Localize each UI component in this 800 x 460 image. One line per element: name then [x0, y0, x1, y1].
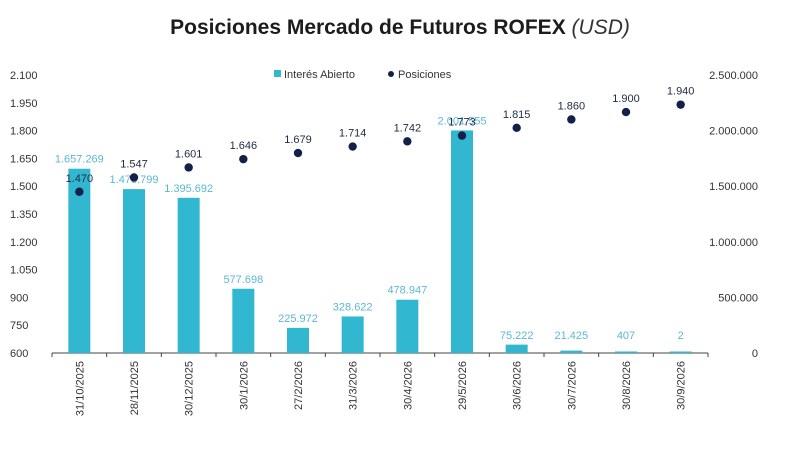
point-posiciones [348, 142, 357, 151]
y-left-tick-label: 750 [10, 320, 28, 332]
point-posiciones [184, 163, 193, 172]
bar-data-label: 225.972 [278, 313, 318, 325]
x-tick-label: 30/4/2026 [402, 361, 414, 410]
y-right-tick-label: 0 [752, 348, 758, 360]
x-tick-label: 31/10/2025 [74, 361, 86, 416]
point-data-label: 1.470 [66, 173, 94, 185]
chart-title-unit: (USD) [571, 16, 630, 39]
point-data-label: 1.940 [667, 86, 695, 98]
point-data-label: 1.601 [175, 148, 203, 160]
bar-data-label: 1.657.269 [55, 154, 104, 166]
y-right-tick-label: 1.000.000 [709, 237, 758, 249]
chart-title: Posiciones Mercado de Futuros ROFEX (USD… [0, 16, 800, 40]
bar-interes-abierto [177, 197, 200, 353]
point-data-label: 1.773 [448, 117, 476, 129]
point-data-label: 1.860 [558, 100, 586, 112]
y-left-tick-label: 1.500 [10, 181, 38, 193]
y-left-tick-label: 900 [10, 292, 28, 304]
bar-data-label: 407 [617, 330, 635, 342]
x-tick-label: 30/7/2026 [566, 361, 578, 410]
bar-data-label: 478.947 [387, 285, 427, 297]
x-tick-label: 27/2/2026 [293, 361, 305, 410]
bar-interes-abierto [232, 288, 255, 353]
bar-data-label: 21.425 [555, 330, 589, 342]
y-right-tick-label: 1.500.000 [709, 181, 758, 193]
y-right-tick-label: 2.500.000 [709, 70, 758, 82]
bar-interes-abierto [287, 327, 309, 353]
bar-interes-abierto [123, 189, 145, 353]
point-posiciones [621, 107, 631, 117]
bar-interes-abierto [451, 130, 473, 353]
x-tick-label: 29/5/2026 [457, 361, 469, 410]
bar-interes-abierto [341, 316, 364, 353]
y-left-tick-label: 1.650 [10, 153, 38, 165]
bar-data-label: 2 [678, 330, 684, 342]
x-tick-label: 30/12/2025 [184, 361, 196, 416]
y-left-tick-label: 1.050 [10, 265, 38, 277]
point-posiciones [403, 137, 412, 146]
x-tick-label: 30/9/2026 [676, 361, 688, 410]
point-posiciones [239, 154, 248, 164]
point-data-label: 1.679 [284, 134, 312, 146]
y-right-tick-label: 500.000 [718, 292, 758, 304]
bar-interes-abierto [505, 344, 528, 353]
point-posiciones [676, 100, 685, 109]
point-data-label: 1.646 [230, 140, 258, 152]
y-left-tick-label: 1.350 [10, 209, 38, 221]
legend-point-swatch [388, 71, 394, 77]
point-data-label: 1.742 [394, 122, 422, 134]
bar-interes-abierto [396, 299, 419, 353]
legend-bar-label: Interés Abierto [284, 69, 355, 81]
y-left-tick-label: 1.950 [10, 98, 38, 110]
x-tick-label: 30/8/2026 [621, 361, 633, 410]
x-tick-label: 30/1/2026 [238, 361, 250, 410]
bar-interes-abierto [560, 350, 583, 353]
bar-interes-abierto [669, 351, 692, 353]
point-data-label: 1.547 [120, 158, 148, 170]
bar-data-label: 75.222 [500, 330, 534, 342]
point-data-label: 1.714 [339, 128, 367, 140]
point-posiciones [512, 123, 521, 133]
chart-title-text: Posiciones Mercado de Futuros ROFEX [170, 16, 566, 39]
bar-interes-abierto [615, 351, 637, 353]
y-left-tick-label: 1.200 [10, 237, 38, 249]
point-posiciones [75, 187, 84, 196]
y-left-tick-label: 2.100 [10, 70, 38, 82]
x-tick-label: 28/11/2025 [129, 361, 141, 415]
bar-data-label: 2.001.555 [438, 115, 487, 127]
bar-data-label: 328.622 [333, 301, 373, 313]
bar-data-label: 1.395.692 [164, 183, 213, 195]
x-tick-label: 30/6/2026 [512, 361, 524, 410]
bar-data-label: 577.698 [223, 274, 263, 286]
y-right-tick-label: 2.000.000 [709, 126, 758, 138]
point-posiciones [129, 173, 139, 182]
bar-interes-abierto [68, 168, 91, 353]
point-data-label: 1.815 [503, 109, 531, 121]
x-tick-label: 31/3/2026 [348, 361, 360, 410]
legend-bar-swatch [274, 70, 281, 77]
y-left-tick-label: 1.800 [10, 126, 38, 138]
legend-point-label: Posiciones [398, 69, 452, 81]
point-posiciones [293, 148, 303, 158]
point-data-label: 1.900 [612, 93, 640, 105]
y-left-tick-label: 600 [10, 348, 28, 360]
point-posiciones [457, 131, 467, 140]
point-posiciones [567, 115, 576, 124]
